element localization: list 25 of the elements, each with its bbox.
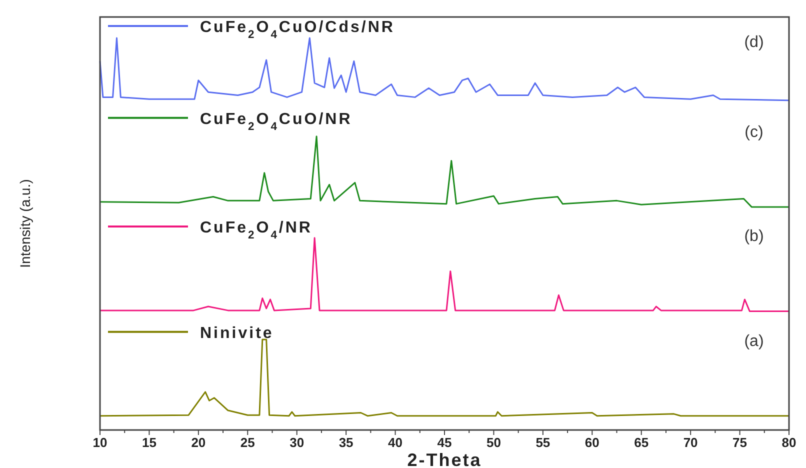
x-tick-label: 15 bbox=[142, 435, 156, 450]
x-tick-label: 35 bbox=[338, 435, 354, 450]
x-tick-label: 45 bbox=[437, 435, 452, 450]
x-axis-title: 2-Theta bbox=[407, 450, 482, 468]
y-axis-title: Intensity (a.u.) bbox=[17, 179, 33, 268]
x-tick-label: 10 bbox=[92, 435, 108, 450]
x-tick-label: 80 bbox=[782, 435, 796, 450]
x-tick-label: 50 bbox=[486, 435, 501, 450]
x-tick-label: 55 bbox=[536, 435, 550, 450]
legend-label: CuFe$_{2}$O$_{4}$CuO/Cds/NR bbox=[200, 19, 395, 41]
x-tick-label: 70 bbox=[683, 435, 698, 450]
annotation: (c) bbox=[744, 124, 764, 141]
x-tick-label: 75 bbox=[732, 435, 748, 450]
x-tick-label: 25 bbox=[240, 435, 255, 450]
annotation: (b) bbox=[744, 228, 764, 246]
x-tick-label: 20 bbox=[191, 435, 206, 450]
x-tick-label: 30 bbox=[290, 435, 304, 450]
x-tick-label: 65 bbox=[634, 435, 649, 450]
x-tick-label: 60 bbox=[584, 435, 600, 450]
legend-label: CuFe$_{2}$O$_{4}$CuO/NR bbox=[200, 110, 352, 133]
x-tick-label: 40 bbox=[388, 435, 403, 450]
legend-label: Ninivite bbox=[200, 324, 274, 342]
legend-label: CuFe$_{2}$O$_{4}$/NR bbox=[200, 219, 312, 242]
annotation: (d) bbox=[744, 34, 764, 51]
annotation: (a) bbox=[744, 332, 764, 350]
